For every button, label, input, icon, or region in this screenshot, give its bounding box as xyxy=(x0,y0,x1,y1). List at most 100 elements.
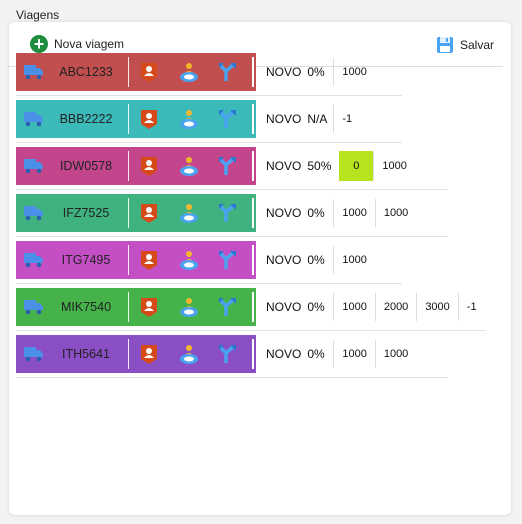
trip-value-cell[interactable]: 1000 xyxy=(333,199,374,227)
driver-icon[interactable] xyxy=(129,202,169,224)
person-zone-icon[interactable] xyxy=(169,249,209,271)
person-zone-icon[interactable] xyxy=(169,202,209,224)
new-trip-button[interactable]: + Nova viagem xyxy=(30,35,124,53)
save-label: Salvar xyxy=(460,38,495,52)
plate-label: ITH5641 xyxy=(62,347,110,361)
trip-card[interactable]: ABC1233 xyxy=(16,53,256,91)
route-icon[interactable] xyxy=(209,155,249,177)
percent-label: 0% xyxy=(307,300,325,314)
trip-value-cell[interactable]: 0 xyxy=(339,151,374,181)
divider xyxy=(128,57,129,87)
percent-label: 0% xyxy=(307,65,325,79)
route-icon[interactable] xyxy=(209,249,249,271)
row-underline xyxy=(16,142,402,143)
trip-data: NOVO 0% 1000 1000 xyxy=(264,194,416,232)
person-zone-icon[interactable] xyxy=(169,296,209,318)
driver-icon[interactable] xyxy=(129,155,169,177)
status-label: NOVO xyxy=(266,206,302,220)
trip-data: NOVO N/A -1 xyxy=(264,100,360,138)
plus-icon: + xyxy=(30,35,48,53)
trip-card[interactable]: ITH5641 xyxy=(16,335,256,373)
person-zone-icon[interactable] xyxy=(169,108,209,130)
route-icon[interactable] xyxy=(209,296,249,318)
row-underline xyxy=(16,236,448,237)
driver-icon[interactable] xyxy=(129,343,169,365)
trip-value-cell[interactable]: 1000 xyxy=(374,340,416,368)
trip-data: NOVO 0% 1000 2000 3000 -1 xyxy=(264,288,485,326)
divider xyxy=(128,151,129,181)
trip-value-cell[interactable]: 1000 xyxy=(373,152,414,180)
plate-label: IFZ7525 xyxy=(62,206,110,220)
trip-data: NOVO 0% 1000 1000 xyxy=(264,335,416,373)
plate-label: MIK7540 xyxy=(60,300,112,314)
divider xyxy=(252,57,254,87)
route-icon[interactable] xyxy=(209,61,249,83)
percent-label: 0% xyxy=(307,206,325,220)
save-icon xyxy=(437,37,453,53)
divider xyxy=(128,339,129,369)
row-underline xyxy=(16,330,486,331)
trip-value-cell[interactable]: 1000 xyxy=(374,199,416,227)
trip-card[interactable]: IFZ7525 xyxy=(16,194,256,232)
trip-value-cell[interactable]: 1000 xyxy=(333,246,374,274)
trip-card[interactable]: BBB2222 xyxy=(16,100,256,138)
percent-label: N/A xyxy=(307,112,328,126)
trip-value-cell[interactable]: -1 xyxy=(457,293,485,321)
new-trip-label: Nova viagem xyxy=(54,37,125,51)
person-zone-icon[interactable] xyxy=(169,61,209,83)
status-label: NOVO xyxy=(266,347,302,361)
driver-icon[interactable] xyxy=(129,249,169,271)
truck-icon xyxy=(24,346,44,362)
trip-card[interactable]: ITG7495 xyxy=(16,241,256,279)
status-label: NOVO xyxy=(266,65,302,79)
driver-icon[interactable] xyxy=(129,61,169,83)
truck-icon xyxy=(24,111,44,127)
divider xyxy=(252,198,254,228)
trip-value-cell[interactable]: 1000 xyxy=(333,58,374,86)
trip-value-cell[interactable]: 3000 xyxy=(416,293,457,321)
status-label: NOVO xyxy=(266,159,302,173)
save-button[interactable]: Salvar xyxy=(436,36,494,54)
divider xyxy=(128,292,129,322)
trip-data: NOVO 0% 1000 xyxy=(264,53,375,91)
trip-value-cell[interactable]: -1 xyxy=(333,105,360,133)
truck-icon xyxy=(24,158,44,174)
percent-label: 50% xyxy=(307,159,332,173)
route-icon[interactable] xyxy=(209,202,249,224)
divider xyxy=(128,245,129,275)
divider xyxy=(252,292,254,322)
route-icon[interactable] xyxy=(209,108,249,130)
plate-label: ABC1233 xyxy=(59,65,113,79)
truck-icon xyxy=(24,252,44,268)
truck-icon xyxy=(24,205,44,221)
plate-label: IDW0578 xyxy=(59,159,113,173)
status-label: NOVO xyxy=(266,112,302,126)
divider xyxy=(252,245,254,275)
divider xyxy=(252,151,254,181)
person-zone-icon[interactable] xyxy=(169,343,209,365)
person-zone-icon[interactable] xyxy=(169,155,209,177)
trip-data: NOVO 0% 1000 xyxy=(264,241,375,279)
driver-icon[interactable] xyxy=(129,296,169,318)
row-underline xyxy=(16,189,448,190)
trip-value-cell[interactable]: 1000 xyxy=(333,293,374,321)
row-underline xyxy=(16,377,448,378)
trip-value-cell[interactable]: 2000 xyxy=(374,293,416,321)
divider xyxy=(128,104,129,134)
plate-label: ITG7495 xyxy=(61,253,111,267)
plate-label: BBB2222 xyxy=(59,112,113,126)
divider xyxy=(252,104,254,134)
truck-icon xyxy=(24,299,44,315)
route-icon[interactable] xyxy=(209,343,249,365)
row-underline xyxy=(16,283,402,284)
percent-label: 0% xyxy=(307,347,325,361)
driver-icon[interactable] xyxy=(129,108,169,130)
status-label: NOVO xyxy=(266,300,302,314)
truck-icon xyxy=(24,64,44,80)
trip-card[interactable]: IDW0578 xyxy=(16,147,256,185)
trip-card[interactable]: MIK7540 xyxy=(16,288,256,326)
page-title: Viagens xyxy=(16,8,60,22)
divider xyxy=(128,198,129,228)
percent-label: 0% xyxy=(307,253,325,267)
trip-value-cell[interactable]: 1000 xyxy=(333,340,374,368)
